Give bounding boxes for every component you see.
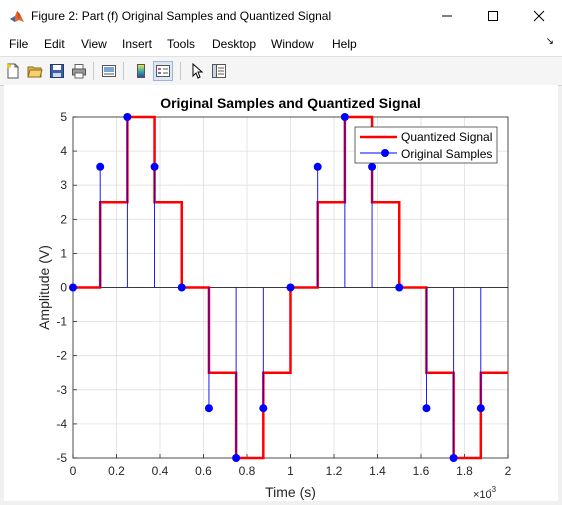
sample-point[interactable]: [286, 283, 295, 292]
maximize-icon: [488, 11, 498, 21]
y-tick-label: 4: [60, 144, 67, 158]
pointer-button[interactable]: [187, 61, 207, 81]
save-button[interactable]: [47, 61, 67, 81]
new-figure-icon: [7, 63, 19, 79]
y-tick-label: -1: [56, 315, 67, 329]
legend-box: [354, 126, 498, 164]
x-tick-label: 0.6: [195, 464, 212, 478]
colorbar-icon: [137, 64, 145, 78]
window-title: Figure 2: Part (f) Original Samples and …: [31, 9, 332, 23]
menu-help[interactable]: Help: [332, 37, 357, 51]
menu-window[interactable]: Window: [271, 37, 314, 51]
sample-point[interactable]: [96, 162, 105, 171]
menu-file[interactable]: File: [9, 37, 29, 51]
plot-svg: 0 0.2 0.4 0.6 0.8 1 1.2 1.4 1.6 1.8 2 -5 -4 -3 -2 -1 0 1 2…: [36, 95, 512, 501]
print-icon: [72, 64, 86, 79]
sample-point[interactable]: [232, 454, 241, 462]
x-tick-label: 1.8: [456, 464, 473, 478]
minimize-icon: [442, 15, 452, 17]
new-figure-button[interactable]: [3, 61, 23, 81]
pointer-icon: [192, 63, 204, 79]
property-inspector-icon: [212, 64, 226, 78]
open-file-button[interactable]: [25, 61, 45, 81]
close-icon: [533, 10, 545, 22]
axis-ticks: 0 0.2 0.4 0.6 0.8 1 1.2 1.4 1.6 1.8 2 -5 -4 -3 -2 -1 0 1 2…: [56, 110, 511, 478]
link-plot-button[interactable]: [99, 61, 119, 81]
y-tick-label: 0: [60, 281, 67, 295]
menu-desktop[interactable]: Desktop: [212, 37, 257, 51]
x-tick-label: 2: [505, 464, 512, 478]
sample-point[interactable]: [368, 162, 377, 171]
x-exponent-base: ×10: [473, 489, 492, 501]
figure-toolbar: [0, 56, 562, 86]
link-plot-icon: [102, 65, 116, 77]
y-tick-label: -3: [56, 383, 67, 397]
chart-title: Original Samples and Quantized Signal: [160, 95, 421, 111]
toolbar-separator: [180, 62, 181, 80]
sample-point[interactable]: [259, 404, 268, 413]
save-icon: [50, 64, 64, 78]
colorbar-button[interactable]: [131, 61, 151, 81]
x-tick-label: 1.4: [369, 464, 386, 478]
legend-quantized-label: Quantized Signal: [401, 130, 492, 144]
y-axis-label: Amplitude (V): [36, 245, 52, 330]
x-tick-label: 0: [70, 464, 77, 478]
x-tick-label: 1.6: [413, 464, 430, 478]
y-tick-label: 1: [60, 246, 67, 260]
maximize-button[interactable]: [470, 0, 516, 32]
sample-point[interactable]: [449, 454, 458, 462]
x-tick-label: 1.2: [326, 464, 343, 478]
figure-canvas: 0 0.2 0.4 0.6 0.8 1 1.2 1.4 1.6 1.8 2 -5 -4 -3 -2 -1 0 1 2…: [4, 85, 558, 501]
print-button[interactable]: [69, 61, 89, 81]
menu-view[interactable]: View: [81, 37, 107, 51]
y-tick-label: 3: [60, 178, 67, 192]
menu-edit[interactable]: Edit: [44, 37, 65, 51]
y-tick-label: -4: [56, 417, 67, 431]
matlab-logo-icon: [9, 8, 25, 24]
sample-point[interactable]: [204, 404, 213, 413]
x-axis-label: Time (s): [265, 484, 316, 500]
x-tick-label: 0.4: [152, 464, 169, 478]
sample-point[interactable]: [422, 404, 431, 413]
sample-point[interactable]: [123, 113, 132, 121]
dock-figure-arrow-icon[interactable]: ↘: [545, 36, 554, 47]
menu-tools[interactable]: Tools: [167, 37, 196, 51]
legend-icon: [156, 65, 170, 77]
legend-samples-label: Original Samples: [401, 147, 492, 161]
y-tick-label: -5: [56, 451, 67, 465]
y-tick-label: -2: [56, 349, 67, 363]
window-titlebar[interactable]: Figure 2: Part (f) Original Samples and …: [0, 0, 562, 32]
property-inspector-button[interactable]: [209, 61, 229, 81]
menu-bar: File Edit View Insert Tools Desktop Wind…: [0, 32, 562, 56]
y-tick-label: 5: [60, 110, 67, 124]
x-tick-label: 1: [287, 464, 294, 478]
sample-point[interactable]: [340, 113, 349, 121]
close-button[interactable]: [516, 0, 562, 32]
menu-insert[interactable]: Insert: [122, 37, 153, 51]
sample-point[interactable]: [476, 404, 485, 413]
toolbar-separator: [123, 62, 124, 80]
legend-button[interactable]: [153, 61, 173, 81]
sample-point[interactable]: [395, 283, 404, 292]
x-tick-label: 0.8: [239, 464, 256, 478]
legend-samples-marker: [381, 149, 389, 157]
y-tick-label: 2: [60, 212, 67, 226]
legend[interactable]: Quantized Signal Original Samples: [354, 126, 498, 164]
sample-point[interactable]: [177, 283, 186, 292]
sample-point[interactable]: [69, 283, 77, 292]
x-exponent-power: -3: [489, 485, 497, 494]
sample-point[interactable]: [313, 162, 322, 171]
data-series: [69, 113, 508, 462]
sample-point[interactable]: [150, 162, 159, 171]
x-tick-label: 0.2: [108, 464, 125, 478]
minimize-button[interactable]: [424, 0, 470, 32]
open-file-icon: [27, 66, 43, 78]
toolbar-separator: [93, 62, 94, 80]
